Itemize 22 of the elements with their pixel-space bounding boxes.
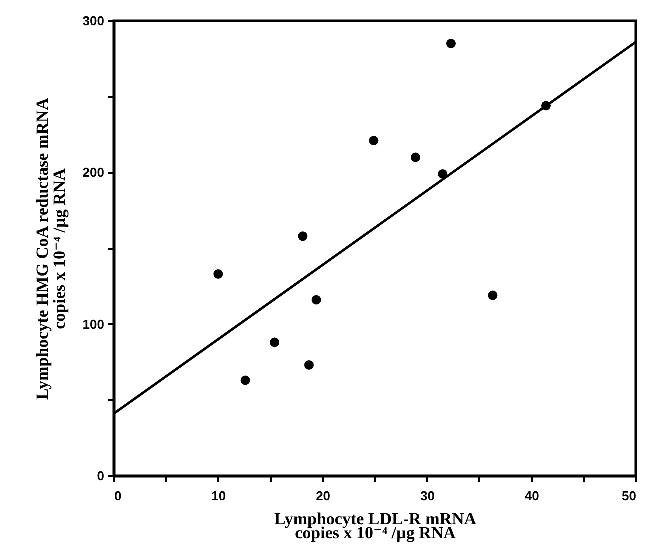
point (446, 39, 456, 48)
point (312, 295, 322, 305)
y-tick-label: 200 (82, 165, 104, 180)
y-tick-label: 0 (97, 468, 104, 484)
x-axis-title: Lymphocyte LDL-R mRNA copies x 10⁻⁴ /µg RNA (274, 510, 478, 542)
x-tick-label: 50 (622, 488, 636, 504)
x-tick-label: 20 (316, 488, 331, 504)
point (240, 376, 250, 386)
point (298, 232, 308, 242)
point (270, 338, 280, 348)
point (304, 360, 314, 370)
y-tick-label: 100 (82, 316, 104, 332)
point (488, 290, 498, 300)
point (214, 270, 224, 280)
x-tick-label: 0 (114, 488, 122, 504)
x-tick-label: 10 (212, 488, 226, 504)
y-tick-label: 300 (82, 14, 104, 28)
point (369, 136, 379, 146)
point (410, 152, 420, 162)
x-tick-label: 30 (420, 488, 435, 504)
y-axis-title: Lymphocyte HMG CoA reductase mRNA copies x 10⁻⁴ /µg RNA (32, 97, 69, 400)
x-tick-label: 40 (524, 488, 540, 504)
